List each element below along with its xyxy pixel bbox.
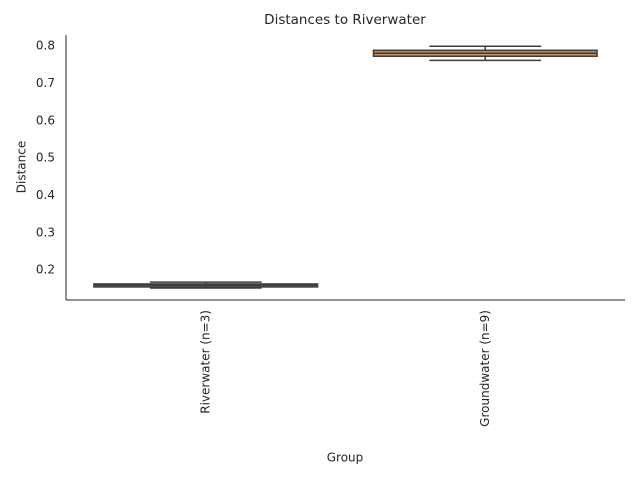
y-tick-label: 0.7 (36, 76, 55, 90)
x-tick-label: Groundwater (n=9) (478, 310, 492, 427)
y-tick-label: 0.4 (36, 188, 55, 202)
y-tick-label: 0.3 (36, 225, 55, 239)
y-tick-label: 0.5 (36, 151, 55, 165)
x-tick-label: Riverwater (n=3) (198, 310, 212, 414)
x-axis-label: Group (327, 451, 364, 465)
y-tick-label: 0.6 (36, 113, 55, 127)
y-tick-label: 0.8 (36, 39, 55, 53)
chart-title: Distances to Riverwater (264, 12, 426, 28)
y-axis-label: Distance (15, 141, 29, 193)
y-tick-label: 0.2 (36, 263, 55, 277)
